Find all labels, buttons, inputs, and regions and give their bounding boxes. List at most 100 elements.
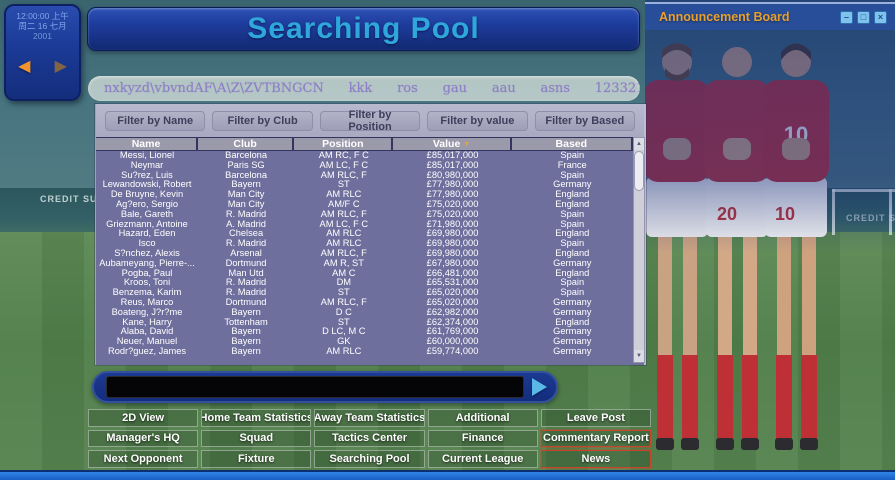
cell-name: Benzema, Karim [112,288,182,298]
column-header-label: Based [555,138,588,150]
table-row[interactable]: Bale, Gareth R. Madrid AM RLC, F £75,020,00… [96,210,633,220]
table-row[interactable]: Neuer, Manuel Bayern GK £60,000,000 Germany [96,337,633,347]
table-row[interactable]: Kane, Harry Tottenham ST £62,374,000 England [96,318,633,328]
cell-position: AM RLC, F [320,248,367,258]
close-button[interactable]: × [874,10,887,24]
clock-year: 2001 [33,31,52,41]
cell-based: Germany [553,346,592,356]
menu-button-manager-s-hq[interactable]: Manager's HQ [88,429,199,448]
page-title: Searching Pool [247,12,480,45]
cell-name: Hazard, Eden [118,229,176,239]
cell-based: Germany [553,307,592,317]
table-row[interactable]: Hazard, Eden Chelsea AM RLC £69,980,000 Engl… [96,229,633,239]
menu-button-current-league[interactable]: Current League [427,450,538,468]
send-button[interactable] [532,378,547,396]
cell-value: £80,980,000 [426,170,479,180]
scroll-up-icon: ▲ [636,141,642,147]
minimize-button[interactable]: – [840,10,853,24]
cell-value: £65,531,000 [426,278,479,288]
menu-button-away-team-statistics[interactable]: Away Team Statistics [314,409,425,427]
cell-based: Germany [553,180,592,190]
restore-icon: □ [860,11,867,22]
column-header-based[interactable]: Based [512,138,633,150]
table-row[interactable]: Lewandowski, Robert Bayern ST £77,980,000 Ge… [96,180,633,190]
window-controls: – □ × [840,10,887,24]
clock-date: 周二 16 七月 [18,21,67,31]
scrollbar[interactable]: ▲ ▼ [633,137,645,363]
table-row[interactable]: Griezmann, Antoine A. Madrid AM LC, F C £71… [96,220,633,230]
table-row[interactable]: Kroos, Toni R. Madrid DM £65,531,000 Spain [96,278,633,288]
table-row[interactable]: Aubameyang, Pierre-... Dortmund AM R, ST £6… [96,259,633,269]
cell-club: R. Madrid [225,209,267,219]
scroll-thumb[interactable] [634,151,644,191]
table-row[interactable]: Reus, Marco Dortmund AM RLC, F £65,020,000 G… [96,298,633,308]
table-row[interactable]: De Bruyne, Kevin Man City AM RLC £77,980,00… [96,190,633,200]
menu-button-leave-post[interactable]: Leave Post [540,409,651,427]
cell-based: Germany [553,258,592,268]
menu-button-searching-pool[interactable]: Searching Pool [314,450,425,468]
menu-button-additional[interactable]: Additional [427,409,538,427]
column-header-label: Position [322,138,364,150]
cell-name: Rodr?guez, James [107,346,187,356]
menu-button-squad[interactable]: Squad [201,429,312,448]
filter-button-filter-by-based[interactable]: Filter by Based [534,110,636,131]
cell-value: £85,017,000 [426,151,479,160]
menu-button-2d-view[interactable]: 2D View [88,409,199,427]
cell-name: Boateng, J?r?me [111,307,183,317]
table-row[interactable]: Boateng, J?r?me Bayern D C £62,982,000 Germa… [96,308,633,318]
scroll-up-button[interactable]: ▲ [634,138,644,150]
cell-based: England [555,268,590,278]
menu-button-finance[interactable]: Finance [427,429,538,448]
filter-button-filter-by-name[interactable]: Filter by Name [105,110,206,131]
table-body: Messi, Lionel Barcelona AM RC, F C £85,017,… [96,151,633,357]
cell-based: Spain [560,239,585,249]
menu-button-commentary-report[interactable]: Commentary Report [540,429,651,448]
table-row[interactable]: Su?rez, Luis Barcelona AM RLC, F £80,980,00… [96,171,633,181]
table-row[interactable]: Benzema, Karim R. Madrid ST £65,020,000 Spai… [96,288,633,298]
cell-club: Man City [227,190,265,200]
table-row[interactable]: S?nchez, Alexis Arsenal AM RLC, F £69,980,0… [96,249,633,259]
cell-based: England [555,317,590,327]
menu-button-fixture[interactable]: Fixture [201,450,312,468]
menu-button-next-opponent[interactable]: Next Opponent [88,450,199,468]
table-row[interactable]: Alaba, David Bayern D LC, M C £61,769,000 Ge… [96,327,633,337]
previous-arrow-button[interactable]: ◀ [18,58,31,75]
cell-value: £77,980,000 [426,180,479,190]
cell-position: AM RLC [326,239,362,249]
cell-club: Bayern [231,337,261,347]
menu-button-tactics-center[interactable]: Tactics Center [314,429,425,448]
filter-button-filter-by-position[interactable]: Filter by Position [319,109,421,133]
filter-button-filter-by-value[interactable]: Filter by value [427,110,528,131]
column-header-value[interactable]: Value ▼ [393,138,512,150]
filter-button-filter-by-club[interactable]: Filter by Club [212,110,313,131]
cell-club: R. Madrid [225,288,267,298]
cell-position: D LC, M C [322,327,366,337]
cell-club: Paris SG [227,160,265,170]
table-row[interactable]: Neymar Paris SG AM LC, F C £85,017,000 Franc… [96,161,633,171]
next-arrow-button[interactable]: ▶ [54,58,67,75]
table-row[interactable]: Isco R. Madrid AM RLC £69,980,000 Spain [96,239,633,249]
restore-button[interactable]: □ [857,10,870,24]
close-icon: × [877,11,884,22]
ticker-bar: nxkyzd\vbvndAF\A\Z\ZVTBNGCN kkk ros gau … [88,76,640,101]
cell-position: ST [337,180,350,190]
menu-button-home-team-statistics[interactable]: Home Team Statistics [201,409,312,427]
cell-value: £69,980,000 [426,229,479,239]
column-header-name[interactable]: Name [96,138,199,150]
column-header-club[interactable]: Club [198,138,295,150]
message-input[interactable] [106,376,524,398]
cell-name: Lewandowski, Robert [102,180,192,190]
column-header-position[interactable]: Position [294,138,394,150]
table-row[interactable]: Messi, Lionel Barcelona AM RC, F C £85,017,… [96,151,633,161]
table-row[interactable]: Rodr?guez, James Bayern AM RLC £59,774,000 G… [96,347,633,357]
cell-value: £75,020,000 [426,199,479,209]
cell-value: £59,774,000 [426,346,479,356]
scroll-down-button[interactable]: ▼ [634,350,644,362]
table-row[interactable]: Ag?ero, Sergio Man City AM/F C £75,020,000 E… [96,200,633,210]
cell-club: Tottenham [224,317,268,327]
cell-position: AM RLC [326,346,362,356]
minimize-icon: – [843,11,849,22]
menu-button-news[interactable]: News [540,450,651,468]
cell-club: R. Madrid [225,278,267,288]
table-row[interactable]: Pogba, Paul Man Utd AM C £66,481,000 England [96,269,633,279]
